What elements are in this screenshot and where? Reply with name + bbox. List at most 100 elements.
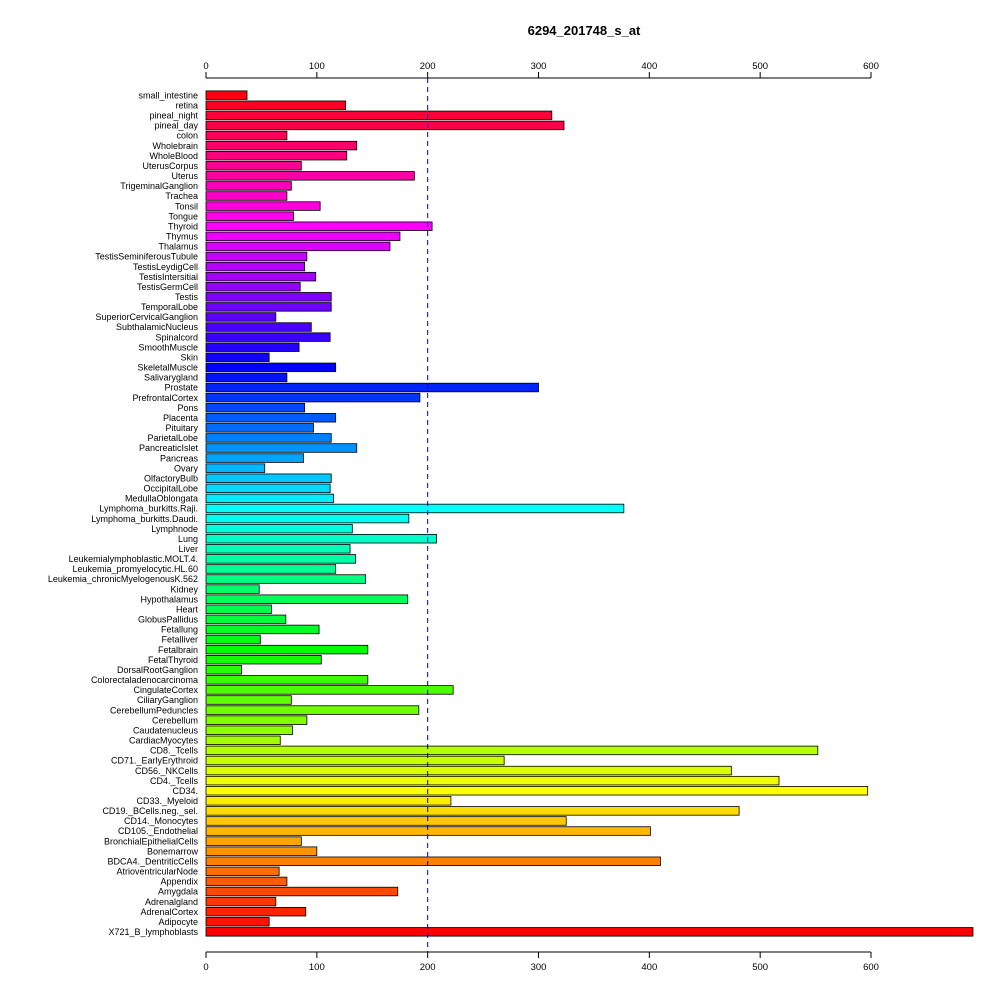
category-label: pineal_day [154, 121, 198, 131]
category-label: small_intestine [138, 90, 198, 100]
category-label: CD14._Monocytes [124, 816, 199, 826]
category-label: Leukemialymphoblastic.MOLT.4. [69, 554, 198, 564]
bar-Fetallung [205, 624, 320, 635]
category-label: Caudatenucleus [133, 725, 199, 735]
bar-SubthalamicNucleus [205, 322, 312, 332]
category-labels: small_intestineretinapineal_nightpineal_… [48, 90, 199, 937]
category-label: Tongue [168, 211, 198, 221]
x-axis-bottom: 0 100 200 300 400 500 600 [203, 951, 879, 973]
category-label: Lymphoma_burkitts.Raji. [99, 504, 198, 514]
category-label: Wholebrain [152, 141, 198, 151]
category-label: SkeletalMuscle [137, 363, 198, 373]
bar-Thymus [205, 231, 401, 242]
category-label: CerebellumPeduncles [110, 705, 199, 715]
bar-ParietalLobe [205, 433, 332, 443]
bar-retina [205, 100, 347, 110]
bar-Caudatenucleus [205, 725, 293, 735]
bar-AtrioventricularNode [205, 866, 280, 877]
category-label: pineal_night [149, 111, 198, 121]
bar-BronchialEpithelialCells [205, 836, 302, 846]
category-label: Heart [176, 604, 199, 614]
x-tick-label: 200 [420, 61, 436, 72]
bar-CD14._Monocytes [205, 816, 567, 826]
category-label: BronchialEpithelialCells [104, 836, 199, 846]
bar-FetalThyroid [205, 654, 322, 665]
bar-SuperiorCervicalGanglion [205, 312, 277, 322]
bar-Bonemarrow [205, 846, 318, 856]
category-label: CardiacMyocytes [129, 736, 199, 746]
bar-Tonsil [205, 201, 321, 211]
category-label: CD71._EarlyErythroid [111, 756, 198, 766]
category-label: CD4._Tcells [150, 776, 199, 786]
bar-CD4._Tcells [205, 775, 780, 786]
x-tick-label: 500 [752, 61, 768, 72]
bar-CerebellumPeduncles [205, 705, 420, 715]
category-label: SuperiorCervicalGanglion [95, 312, 198, 322]
category-label: GlobusPallidus [138, 615, 199, 625]
category-label: SmoothMuscle [138, 342, 198, 352]
bar-Salivarygland [205, 372, 288, 383]
category-label: Fetalliver [161, 635, 198, 645]
bar-X721_B_lymphoblasts [205, 927, 974, 937]
bar-Kidney [205, 584, 260, 594]
category-label: TestisSeminiferousTubule [95, 252, 198, 262]
bar-UterusCorpus [205, 161, 302, 171]
bar-CD34. [205, 786, 869, 796]
x-tick-label: 0 [203, 962, 208, 973]
bar-SmoothMuscle [205, 342, 300, 352]
x-tick-label: 600 [863, 61, 879, 72]
bar-PrefrontalCortex [205, 392, 421, 403]
bar-Trachea [205, 191, 288, 201]
category-label: Prostate [164, 383, 198, 393]
bar-CD56._NKCells [205, 765, 732, 776]
chart-title: 6294_201748_s_at [528, 23, 641, 38]
category-label: Tonsil [175, 201, 198, 211]
category-label: Kidney [170, 584, 198, 594]
category-label: Pancreas [160, 453, 199, 463]
x-tick-label: 0 [203, 61, 208, 72]
category-label: Cerebellum [152, 715, 198, 725]
category-label: Adrenalgland [145, 897, 198, 907]
bar-TestisGermCell [205, 282, 301, 292]
category-label: Testis [175, 292, 199, 302]
category-label: Bonemarrow [147, 846, 199, 856]
x-axis-top: 0 100 200 300 400 500 600 [203, 61, 879, 79]
bar-Adipocyte [205, 917, 270, 927]
category-label: WholeBlood [149, 151, 198, 161]
category-label: Fetalbrain [158, 645, 198, 655]
bar-Leukemia_promyelocytic.HL.60 [205, 564, 337, 574]
bar-Pons [205, 402, 306, 413]
bar-pineal_night [205, 110, 553, 121]
category-label: TemporalLobe [141, 302, 198, 312]
bar-BDCA4._DentriticCells [205, 856, 661, 866]
bar-CD71._EarlyErythroid [205, 755, 505, 766]
category-label: TrigeminalGanglion [120, 181, 198, 191]
category-label: Thalamus [158, 242, 198, 252]
bar-CingulateCortex [205, 685, 454, 695]
x-tick-label: 100 [309, 61, 325, 72]
bar-Ovary [205, 463, 266, 473]
x-tick-label: 600 [863, 962, 879, 973]
category-label: Placenta [163, 413, 198, 423]
bar-CardiacMyocytes [205, 735, 281, 746]
bar-Tongue [205, 211, 294, 221]
category-label: CiliaryGanglion [137, 695, 198, 705]
bar-CiliaryGanglion [205, 695, 292, 705]
category-label: X721_B_lymphoblasts [108, 927, 198, 937]
category-label: CD33._Myeloid [136, 796, 198, 806]
category-label: OccipitalLobe [143, 484, 198, 494]
bar-Thalamus [205, 241, 391, 252]
bar-AdrenalCortex [205, 906, 307, 917]
category-label: Colorectaladenocarcinoma [91, 675, 198, 685]
category-label: UterusCorpus [142, 161, 198, 171]
category-label: CD8._Tcells [150, 746, 199, 756]
bar-Testis [205, 292, 332, 302]
category-label: Pons [177, 403, 198, 413]
x-tick-label: 300 [531, 61, 547, 72]
bar-PancreaticIslet [205, 443, 358, 453]
category-label: CD56._NKCells [135, 766, 199, 776]
category-label: colon [176, 131, 198, 141]
category-label: Skin [180, 352, 198, 362]
bar-Lymphoma_burkitts.Daudi. [205, 513, 410, 524]
category-label: MedullaOblongata [125, 494, 198, 504]
